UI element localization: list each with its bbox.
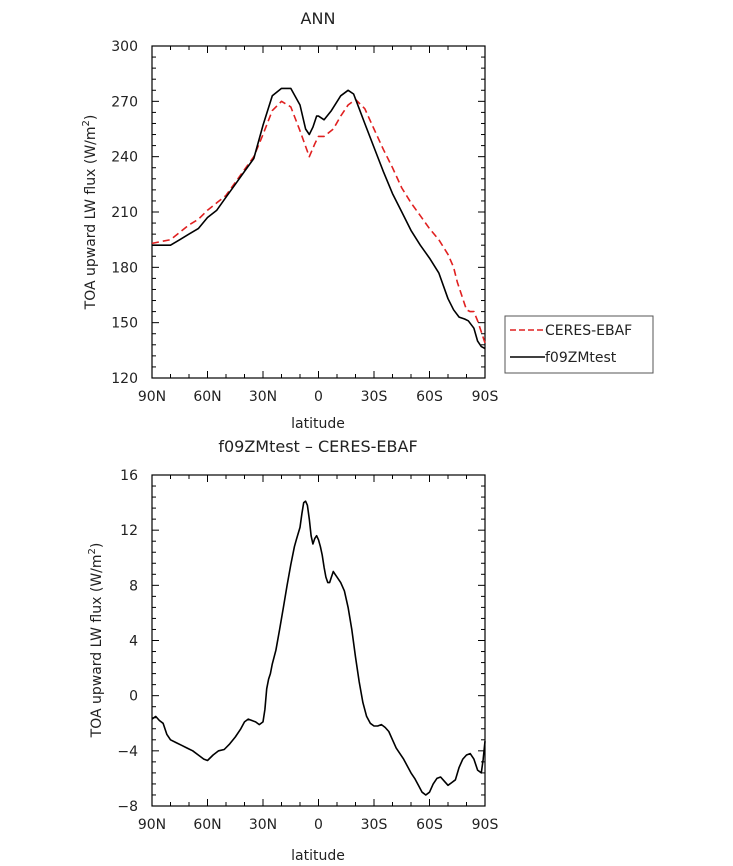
bottom-series-lines <box>151 500 486 796</box>
top-series-lines <box>151 87 486 350</box>
top-y-tick-label: 150 <box>111 316 138 332</box>
top-x-tick-label: 30S <box>361 389 388 405</box>
bottom-panel: f09ZMtest – CERES-EBAF latitude TOA upwa… <box>87 437 498 864</box>
top-plot-frame <box>151 45 486 379</box>
top-x-tick-label: 0 <box>314 389 323 405</box>
top-y-tick-label: 300 <box>111 39 138 55</box>
top-x-tick-label: 60S <box>416 389 443 405</box>
bottom-y-tick-label: 8 <box>129 578 138 594</box>
top-axes: 90N 60N 30N 0 30S 60S 90S 120 150 180 210 240 270 300 <box>111 39 498 405</box>
top-x-tick-label: 60N <box>193 389 221 405</box>
legend-label-f09: f09ZMtest <box>545 350 617 366</box>
bottom-y-axis-label-tail: ) <box>89 543 105 548</box>
bottom-x-tick-label: 60N <box>193 817 221 833</box>
top-x-tick-label: 90S <box>472 389 499 405</box>
bottom-y-tick-label: 0 <box>129 689 138 705</box>
top-y-tick-label: 120 <box>111 371 138 387</box>
bottom-y-axis-label-main: TOA upward LW flux (W/m <box>89 554 105 738</box>
bottom-y-tick-label: 12 <box>120 523 138 539</box>
legend: CERES-EBAF f09ZMtest <box>504 315 654 374</box>
top-y-axis-label-sup: 2 <box>81 120 92 126</box>
bottom-x-tick-label: 90S <box>472 817 499 833</box>
bottom-y-tick-label: 16 <box>120 468 138 484</box>
bottom-y-tick-label: −8 <box>117 799 138 815</box>
top-y-tick-label: 240 <box>111 150 138 166</box>
top-y-axis-label-tail: ) <box>83 115 99 120</box>
bottom-x-tick-label: 0 <box>314 817 323 833</box>
bottom-x-tick-label: 60S <box>416 817 443 833</box>
top-series-line-0 <box>151 98 486 344</box>
top-panel: ANN latitude TOA upward LW flux (W/m2) 9… <box>81 9 654 432</box>
top-chart-title: ANN <box>301 9 336 28</box>
top-y-tick-label: 180 <box>111 260 138 276</box>
bottom-axes: 90N 60N 30N 0 30S 60S 90S −8 −4 0 4 8 12 16 <box>117 468 498 833</box>
bottom-x-tick-label: 30N <box>249 817 277 833</box>
top-series-line-1 <box>152 87 486 350</box>
top-y-axis-label: TOA upward LW flux (W/m2) <box>81 115 99 311</box>
bottom-y-axis-label-sup: 2 <box>87 548 98 554</box>
top-y-tick-label: 270 <box>111 94 138 110</box>
bottom-y-axis-label: TOA upward LW flux (W/m2) <box>87 543 105 739</box>
bottom-series-line-0 <box>151 500 486 796</box>
bottom-x-tick-label: 90N <box>138 817 166 833</box>
bottom-plot-frame <box>151 474 486 807</box>
top-x-tick-label: 90N <box>138 389 166 405</box>
top-y-tick-label: 210 <box>111 205 138 221</box>
top-x-axis-label: latitude <box>291 416 345 432</box>
bottom-y-tick-label: −4 <box>117 744 138 760</box>
bottom-x-axis-label: latitude <box>291 848 345 864</box>
top-x-tick-label: 30N <box>249 389 277 405</box>
legend-label-ceres: CERES-EBAF <box>545 323 632 339</box>
bottom-y-tick-label: 4 <box>129 634 138 650</box>
bottom-x-tick-label: 30S <box>361 817 388 833</box>
bottom-chart-title: f09ZMtest – CERES-EBAF <box>218 437 417 456</box>
legend-box <box>504 315 654 374</box>
top-y-axis-label-main: TOA upward LW flux (W/m <box>83 126 99 310</box>
